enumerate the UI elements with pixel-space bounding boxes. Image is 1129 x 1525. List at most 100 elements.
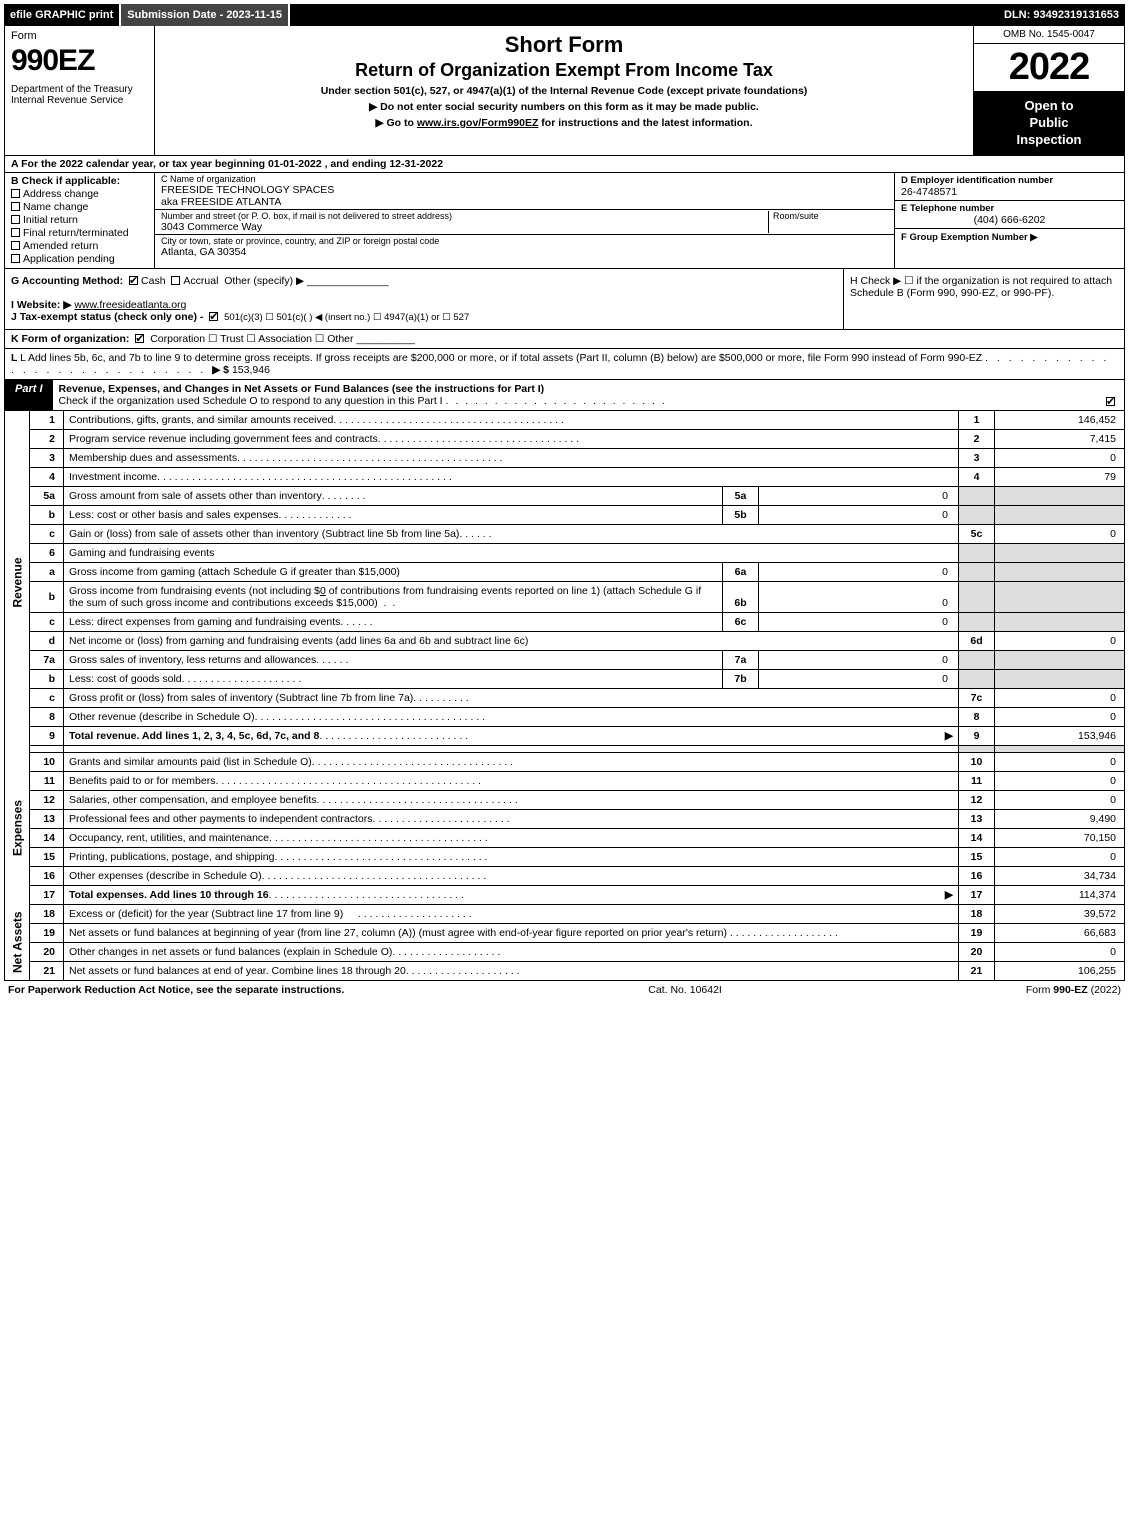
open-to-public: Open to Public Inspection — [974, 92, 1124, 155]
section-h-text: H Check ▶ ☐ if the organization is not r… — [850, 275, 1112, 299]
chk-address-change[interactable]: Address change — [11, 188, 148, 200]
go-to-link[interactable]: www.irs.gov/Form990EZ — [417, 117, 539, 129]
block-def: D Employer identification number 26-4748… — [894, 173, 1124, 268]
amount-7c: 0 — [995, 688, 1125, 707]
amount-15: 0 — [995, 847, 1125, 866]
line-8: 8 Other revenue (describe in Schedule O)… — [5, 707, 1125, 726]
short-form-title: Short Form — [161, 32, 967, 58]
amount-2: 7,415 — [995, 429, 1125, 448]
amount-9: 153,946 — [995, 726, 1125, 745]
section-f: F Group Exemption Number ▶ — [895, 229, 1124, 268]
amount-1: 146,452 — [995, 411, 1125, 430]
block-gh: G Accounting Method: Cash Accrual Other … — [4, 269, 1125, 330]
line-20: 20 Other changes in net assets or fund b… — [5, 942, 1125, 961]
chk-name-change[interactable]: Name change — [11, 201, 148, 213]
go-to-prefix: ▶ Go to — [376, 117, 417, 129]
line-5a: 5a Gross amount from sale of assets othe… — [5, 486, 1125, 505]
phone-label: E Telephone number — [901, 203, 1118, 214]
street-label: Number and street (or P. O. box, if mail… — [161, 211, 768, 221]
form-header: Form 990EZ Department of the Treasury In… — [4, 26, 1125, 156]
chk-application-pending[interactable]: Application pending — [11, 253, 148, 265]
line-7b: b Less: cost of goods sold . . . . . . .… — [5, 669, 1125, 688]
amount-14: 70,150 — [995, 828, 1125, 847]
chk-amended-return[interactable]: Amended return — [11, 240, 148, 252]
line-6a: a Gross income from gaming (attach Sched… — [5, 562, 1125, 581]
ein-label: D Employer identification number — [901, 175, 1118, 186]
tax-year: 2022 — [974, 44, 1124, 92]
ein-value: 26-4748571 — [901, 186, 1118, 198]
chk-schedule-o[interactable] — [1106, 397, 1115, 406]
chk-initial-return[interactable]: Initial return — [11, 214, 148, 226]
chk-cash[interactable] — [129, 276, 138, 285]
line-15: 15 Printing, publications, postage, and … — [5, 847, 1125, 866]
line-2: 2 Program service revenue including gove… — [5, 429, 1125, 448]
tax-exempt-label: J Tax-exempt status (check only one) - — [11, 311, 203, 323]
form-of-org-label: K Form of organization: — [11, 333, 129, 345]
fundraising-not-including: 0 — [320, 585, 326, 597]
line-19: 19 Net assets or fund balances at beginn… — [5, 923, 1125, 942]
section-b-label: B Check if applicable: — [11, 175, 148, 187]
section-l: L L Add lines 5b, 6c, and 7b to line 9 t… — [4, 349, 1125, 380]
section-l-arrow: ▶ $ — [212, 364, 229, 376]
website-value[interactable]: www.freesideatlanta.org — [74, 299, 186, 311]
amount-10: 0 — [995, 752, 1125, 771]
amount-6d: 0 — [995, 631, 1125, 650]
city-cell: City or town, state or province, country… — [155, 235, 894, 259]
line-5b: b Less: cost or other basis and sales ex… — [5, 505, 1125, 524]
return-of-title: Return of Organization Exempt From Incom… — [161, 60, 967, 81]
subval-5b: 0 — [759, 505, 959, 524]
subval-7a: 0 — [759, 650, 959, 669]
line-12: 12 Salaries, other compensation, and emp… — [5, 790, 1125, 809]
line-18: Net Assets 18 Excess or (deficit) for th… — [5, 904, 1125, 923]
lines-table: Revenue 1 Contributions, gifts, grants, … — [4, 411, 1125, 981]
line-4: 4 Investment income . . . . . . . . . . … — [5, 467, 1125, 486]
line-16: 16 Other expenses (describe in Schedule … — [5, 866, 1125, 885]
chk-501c3[interactable] — [209, 312, 218, 321]
line-14: 14 Occupancy, rent, utilities, and maint… — [5, 828, 1125, 847]
part1-title: Revenue, Expenses, and Changes in Net As… — [59, 383, 545, 395]
line-5c: c Gain or (loss) from sale of assets oth… — [5, 524, 1125, 543]
city-value: Atlanta, GA 30354 — [161, 246, 888, 258]
section-l-text: L Add lines 5b, 6c, and 7b to line 9 to … — [20, 352, 982, 364]
netassets-vlabel: Net Assets — [5, 904, 30, 980]
part1-title-wrap: Revenue, Expenses, and Changes in Net As… — [53, 380, 1124, 410]
top-bar: efile GRAPHIC print Submission Date - 20… — [4, 4, 1125, 26]
amount-5c: 0 — [995, 524, 1125, 543]
do-not-enter: ▶ Do not enter social security numbers o… — [161, 101, 967, 113]
section-e: E Telephone number (404) 666-6202 — [895, 201, 1124, 229]
street-value: 3043 Commerce Way — [161, 221, 768, 233]
chk-corporation[interactable] — [135, 334, 144, 343]
gross-receipts-value: 153,946 — [232, 364, 270, 376]
amount-12: 0 — [995, 790, 1125, 809]
section-k: K Form of organization: Corporation ☐ Tr… — [4, 330, 1125, 349]
subval-6c: 0 — [759, 612, 959, 631]
line-7c: c Gross profit or (loss) from sales of i… — [5, 688, 1125, 707]
omb-number: OMB No. 1545-0047 — [974, 26, 1124, 44]
subval-6b: 0 — [759, 581, 959, 612]
group-exemption-label: F Group Exemption Number ▶ — [901, 232, 1038, 243]
header-right: OMB No. 1545-0047 2022 Open to Public In… — [974, 26, 1124, 155]
dln-label: DLN: 93492319131653 — [998, 4, 1125, 26]
go-to-line: ▶ Go to www.irs.gov/Form990EZ for instru… — [161, 117, 967, 129]
amount-16: 34,734 — [995, 866, 1125, 885]
expenses-vlabel: Expenses — [5, 752, 30, 904]
chk-accrual[interactable] — [171, 276, 180, 285]
efile-label[interactable]: efile GRAPHIC print — [4, 4, 121, 26]
line-6b: b Gross income from fundraising events (… — [5, 581, 1125, 612]
room-label: Room/suite — [773, 211, 888, 221]
line-9: 9 Total revenue. Add lines 1, 2, 3, 4, 5… — [5, 726, 1125, 745]
street-cell: Number and street (or P. O. box, if mail… — [155, 210, 894, 235]
footer-left: For Paperwork Reduction Act Notice, see … — [8, 984, 344, 996]
form-of-org-text: Corporation ☐ Trust ☐ Association ☐ Othe… — [150, 333, 353, 345]
line-17: 17 Total expenses. Add lines 10 through … — [5, 885, 1125, 904]
amount-3: 0 — [995, 448, 1125, 467]
footer: For Paperwork Reduction Act Notice, see … — [4, 981, 1125, 996]
amount-19: 66,683 — [995, 923, 1125, 942]
chk-final-return[interactable]: Final return/terminated — [11, 227, 148, 239]
section-a: A For the 2022 calendar year, or tax yea… — [4, 156, 1125, 173]
line-6c: c Less: direct expenses from gaming and … — [5, 612, 1125, 631]
line-21: 21 Net assets or fund balances at end of… — [5, 961, 1125, 980]
accounting-label: G Accounting Method: — [11, 275, 123, 287]
revenue-spacer — [5, 745, 1125, 752]
line-7a: 7a Gross sales of inventory, less return… — [5, 650, 1125, 669]
